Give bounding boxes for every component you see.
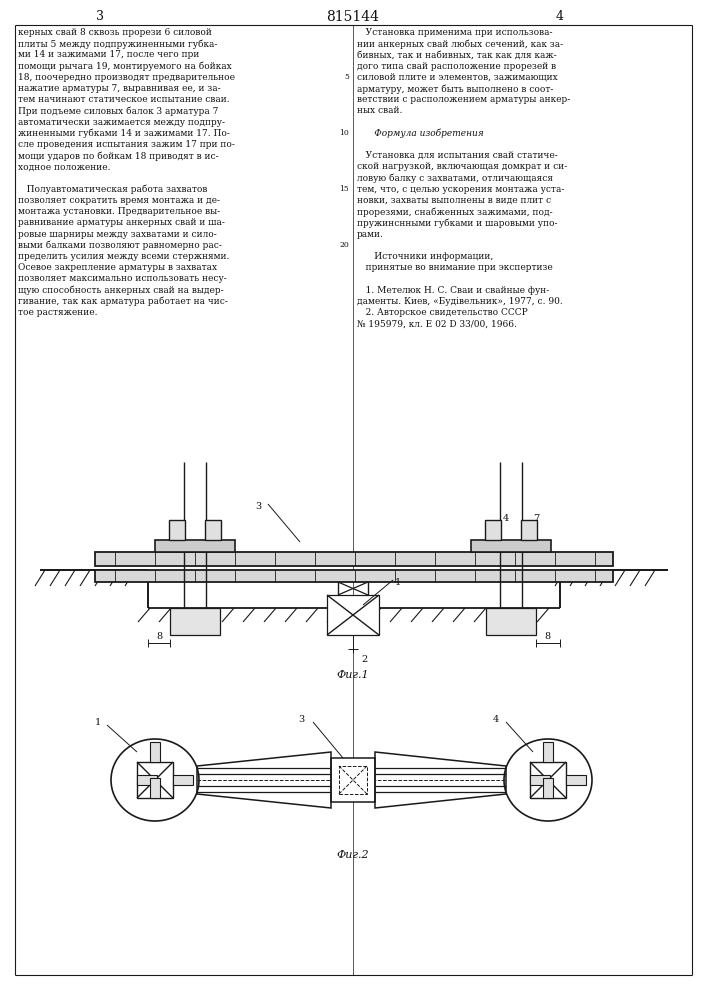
Text: 8: 8 — [544, 632, 550, 641]
Text: прорезями, снабженных зажимами, под-: прорезями, снабженных зажимами, под- — [357, 207, 553, 217]
Bar — [205, 520, 221, 540]
Bar — [543, 778, 553, 798]
Text: 15: 15 — [339, 185, 349, 193]
Text: позволяет максимально использовать несу-: позволяет максимально использовать несу- — [18, 274, 227, 283]
Text: мощи ударов по бойкам 18 приводят в ис-: мощи ударов по бойкам 18 приводят в ис- — [18, 151, 218, 161]
Bar — [173, 775, 193, 785]
Text: 1: 1 — [95, 718, 101, 727]
Text: 8: 8 — [156, 632, 162, 641]
Bar — [486, 608, 536, 635]
Text: бивных, так и набивных, так как для каж-: бивных, так и набивных, так как для каж- — [357, 50, 556, 59]
Text: ветствии с расположением арматуры анкер-: ветствии с расположением арматуры анкер- — [357, 95, 571, 104]
Text: 4: 4 — [503, 514, 509, 523]
Text: 5: 5 — [344, 73, 349, 81]
Text: жиненными губками 14 и зажимами 17. По-: жиненными губками 14 и зажимами 17. По- — [18, 129, 230, 138]
Text: 1: 1 — [395, 578, 402, 587]
Text: позволяет сократить время монтажа и де-: позволяет сократить время монтажа и де- — [18, 196, 220, 205]
Text: пределить усилия между всеми стержнями.: пределить усилия между всеми стержнями. — [18, 252, 229, 261]
Bar — [327, 595, 379, 635]
Text: рами.: рами. — [357, 230, 384, 239]
Text: Установка применима при использова-: Установка применима при использова- — [357, 28, 552, 37]
Text: сле проведения испытания зажим 17 при по-: сле проведения испытания зажим 17 при по… — [18, 140, 235, 149]
Bar — [530, 762, 566, 798]
Text: Формула изобретения: Формула изобретения — [357, 129, 484, 138]
Text: ных свай.: ных свай. — [357, 106, 402, 115]
Text: 3: 3 — [298, 715, 304, 724]
Text: тое растяжение.: тое растяжение. — [18, 308, 98, 317]
Bar — [521, 520, 537, 540]
Bar — [137, 775, 157, 785]
Text: ровые шарниры между захватами и сило-: ровые шарниры между захватами и сило- — [18, 230, 217, 239]
Text: ми 14 и зажимами 17, после чего при: ми 14 и зажимами 17, после чего при — [18, 50, 199, 59]
Text: выми балками позволяют равномерно рас-: выми балками позволяют равномерно рас- — [18, 241, 222, 250]
Bar — [471, 540, 551, 552]
Text: 815144: 815144 — [327, 10, 380, 24]
Text: 3: 3 — [96, 10, 104, 23]
Text: новки, захваты выполнены в виде плит с: новки, захваты выполнены в виде плит с — [357, 196, 551, 205]
Text: Фиг.2: Фиг.2 — [337, 850, 369, 860]
Text: тем, что, с целью ускорения монтажа уста-: тем, что, с целью ускорения монтажа уста… — [357, 185, 564, 194]
Text: автоматически зажимается между подпру-: автоматически зажимается между подпру- — [18, 118, 225, 127]
Text: Фиг.1: Фиг.1 — [337, 670, 369, 680]
Bar — [566, 775, 586, 785]
Text: пружинснными губками и шаровыми упо-: пружинснными губками и шаровыми упо- — [357, 218, 558, 228]
Text: гивание, так как арматура работает на чис-: гивание, так как арматура работает на чи… — [18, 297, 228, 306]
Bar — [95, 570, 613, 582]
Text: 7: 7 — [533, 514, 539, 523]
Text: дого типа свай расположение прорезей в: дого типа свай расположение прорезей в — [357, 62, 556, 71]
Text: При подъеме силовых балок 3 арматура 7: При подъеме силовых балок 3 арматура 7 — [18, 106, 218, 116]
Text: 4: 4 — [556, 10, 564, 23]
Text: керных свай 8 сквозь прорези 6 силовой: керных свай 8 сквозь прорези 6 силовой — [18, 28, 212, 37]
Text: Установка для испытания свай статиче-: Установка для испытания свай статиче- — [357, 151, 558, 160]
Bar — [95, 552, 613, 566]
Text: 3: 3 — [255, 502, 262, 511]
Text: Полуавтоматическая работа захватов: Полуавтоматическая работа захватов — [18, 185, 207, 194]
Text: 20: 20 — [339, 241, 349, 249]
Text: ловую балку с захватами, отличающаяся: ловую балку с захватами, отличающаяся — [357, 174, 553, 183]
Text: арматуру, может быть выполнено в соот-: арматуру, может быть выполнено в соот- — [357, 84, 554, 94]
Bar — [339, 766, 367, 794]
Bar — [485, 520, 501, 540]
Bar — [150, 778, 160, 798]
Text: 18, поочередно производят предварительное: 18, поочередно производят предварительно… — [18, 73, 235, 82]
Bar — [150, 742, 160, 762]
Text: помощи рычага 19, монтируемого на бойках: помощи рычага 19, монтируемого на бойках — [18, 62, 232, 71]
Text: 4: 4 — [493, 715, 499, 724]
Text: 2. Авторское свидетельство СССР: 2. Авторское свидетельство СССР — [357, 308, 527, 317]
Text: принятые во внимание при экспертизе: принятые во внимание при экспертизе — [357, 263, 553, 272]
Text: 2: 2 — [361, 655, 367, 664]
Text: ской нагрузкой, включающая домкрат и си-: ской нагрузкой, включающая домкрат и си- — [357, 162, 567, 171]
Text: нажатие арматуры 7, выравнивая ее, и за-: нажатие арматуры 7, выравнивая ее, и за- — [18, 84, 221, 93]
Text: тем начинают статическое испытание сваи.: тем начинают статическое испытание сваи. — [18, 95, 230, 104]
Bar — [530, 775, 550, 785]
Bar — [169, 520, 185, 540]
Text: даменты. Киев, «Будівельник», 1977, с. 90.: даменты. Киев, «Будівельник», 1977, с. 9… — [357, 297, 563, 306]
Bar — [170, 608, 220, 635]
Text: монтажа установки. Предварительное вы-: монтажа установки. Предварительное вы- — [18, 207, 220, 216]
Text: № 195979, кл. Е 02 D 33/00, 1966.: № 195979, кл. Е 02 D 33/00, 1966. — [357, 319, 517, 328]
Text: 1. Метелюк Н. С. Сваи и свайные фун-: 1. Метелюк Н. С. Сваи и свайные фун- — [357, 286, 549, 295]
Bar — [543, 742, 553, 762]
Text: силовой плите и элементов, зажимающих: силовой плите и элементов, зажимающих — [357, 73, 558, 82]
Text: Осевое закрепление арматуры в захватах: Осевое закрепление арматуры в захватах — [18, 263, 217, 272]
Bar — [331, 758, 375, 802]
Text: нии анкерных свай любых сечений, как за-: нии анкерных свай любых сечений, как за- — [357, 39, 563, 49]
Text: Источники информации,: Источники информации, — [357, 252, 493, 261]
Text: ходное положение.: ходное положение. — [18, 162, 110, 171]
Text: равнивание арматуры анкерных свай и ша-: равнивание арматуры анкерных свай и ша- — [18, 218, 225, 227]
Bar — [155, 540, 235, 552]
Text: щую способность анкерных свай на выдер-: щую способность анкерных свай на выдер- — [18, 286, 223, 295]
Bar — [137, 762, 173, 798]
Text: 10: 10 — [339, 129, 349, 137]
Text: плиты 5 между подпружиненными губка-: плиты 5 между подпружиненными губка- — [18, 39, 217, 49]
